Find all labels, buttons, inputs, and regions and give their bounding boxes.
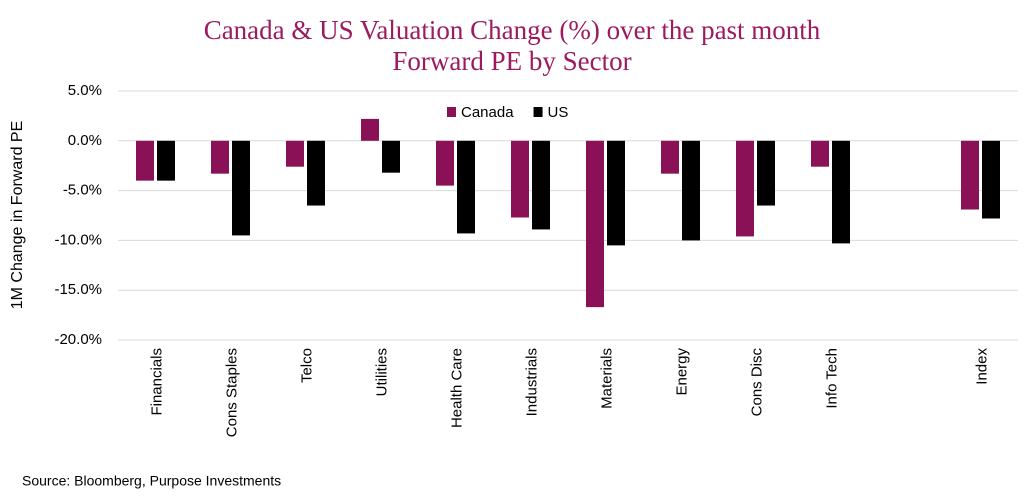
bar [136,140,154,181]
x-tick-label: Info Tech [823,348,840,409]
source-note: Source: Bloomberg, Purpose Investments [22,473,281,489]
bar [382,140,400,173]
y-axis-label: 1M Change in Forward PE [9,121,26,310]
bar [832,140,850,244]
bar [457,140,475,234]
bar [961,140,979,210]
bar [982,140,1000,219]
y-tick-label: -15.0% [54,281,102,298]
bar [661,140,679,174]
bar [511,140,529,218]
legend-swatch [447,107,456,117]
x-tick-label: Health Care [448,348,465,428]
bar [361,118,379,141]
x-tick-label: Energy [673,348,690,396]
bar [232,140,250,236]
y-tick-label: -5.0% [63,182,102,199]
y-tick-label: 5.0% [68,82,102,99]
bar [736,140,754,237]
bar [307,140,325,206]
x-tick-label: Materials [598,348,615,409]
bar [157,140,175,181]
bar [211,140,229,174]
chart-title: Canada & US Valuation Change (%) over th… [204,15,821,45]
bar [811,140,829,167]
x-tick-label: Index [973,348,990,385]
legend-label: US [548,104,569,121]
x-tick-label: Cons Disc [748,348,765,417]
y-tick-label: 0.0% [68,132,102,149]
legend-swatch [533,107,543,117]
bar [532,140,550,230]
x-tick-label: Telco [298,348,315,383]
bar [436,140,454,186]
bar [757,140,775,206]
chart-subtitle: Forward PE by Sector [392,46,631,76]
x-tick-label: Utilities [373,348,390,396]
bar [607,140,625,246]
x-tick-label: Financials [148,348,165,416]
bar [586,140,604,308]
bar [682,140,700,241]
y-tick-label: -20.0% [54,331,102,348]
legend-label: Canada [461,104,514,121]
bar [286,140,304,167]
x-tick-label: Cons Staples [223,348,240,437]
y-tick-label: -10.0% [54,231,102,248]
x-tick-label: Industrials [523,348,540,416]
